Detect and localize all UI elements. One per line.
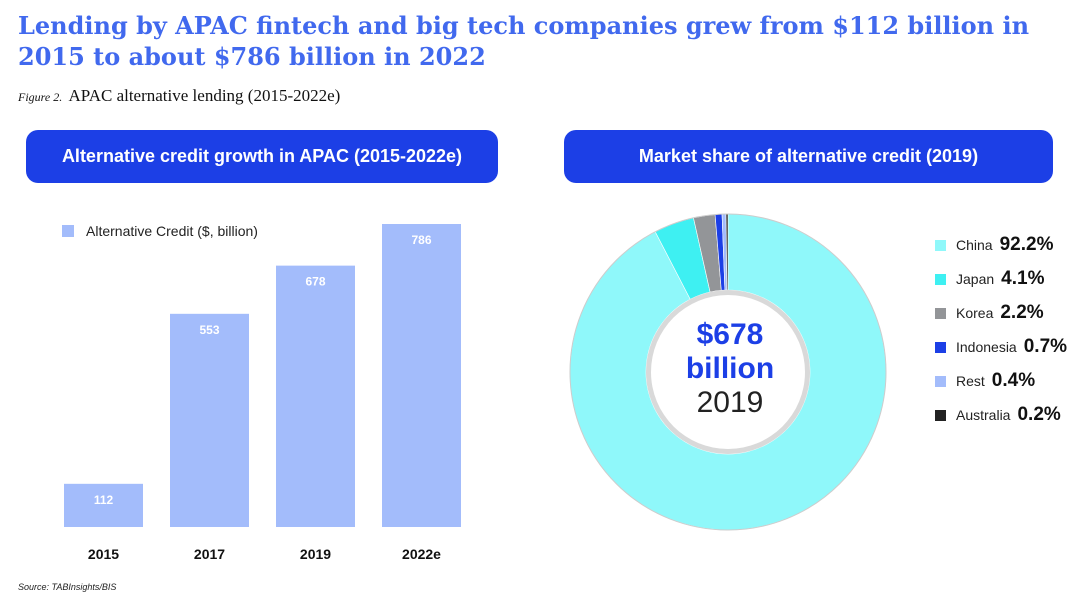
- figure-subtitle: Figure 2. APAC alternative lending (2015…: [18, 86, 340, 106]
- x-tick-label: 2017: [194, 546, 225, 562]
- legend-label: Rest: [956, 373, 985, 389]
- bar-chart-legend: Alternative Credit ($, billion): [62, 223, 258, 239]
- legend-label: Indonesia: [956, 339, 1017, 355]
- legend-value: 4.1%: [1001, 268, 1045, 289]
- legend-swatch: [935, 409, 946, 421]
- headline: Lending by APAC fintech and big tech com…: [18, 11, 1030, 71]
- legend-value: 2.2%: [1000, 302, 1044, 323]
- legend-swatch: [935, 375, 946, 387]
- legend-swatch: [62, 225, 74, 237]
- donut-chart-title: Market share of alternative credit (2019…: [564, 130, 1053, 183]
- x-tick-label: 2015: [88, 546, 119, 562]
- legend-swatch: [935, 341, 946, 353]
- legend-item-japan: Japan 4.1%: [935, 262, 1075, 296]
- bar-value-label: 553: [199, 323, 219, 337]
- legend-swatch: [935, 239, 946, 251]
- legend-value: 92.2%: [999, 234, 1054, 255]
- legend-item-rest: Rest 0.4%: [935, 364, 1075, 398]
- donut-chart: [569, 213, 887, 531]
- donut-center-year: 2019: [696, 386, 764, 419]
- legend-swatch: [935, 307, 946, 319]
- figure-label: Figure 2.: [18, 90, 63, 104]
- legend-value: 0.7%: [1023, 336, 1068, 357]
- donut-outer-ring: [569, 213, 887, 531]
- bar-value-label: 678: [305, 275, 325, 289]
- legend-label: Japan: [956, 271, 995, 287]
- bar-chart-title: Alternative credit growth in APAC (2015-…: [26, 130, 498, 183]
- legend-item-australia: Australia 0.2%: [935, 398, 1075, 432]
- x-tick-label: 2022e: [402, 546, 441, 562]
- donut-chart-legend: China 92.2% Japan 4.1% Korea 2.2% Indonesia 0.7…: [935, 228, 1075, 432]
- bar-value-label: 786: [411, 233, 431, 247]
- legend-value: 0.2%: [1017, 404, 1061, 425]
- figure-title: APAC alternative lending (2015-2022e): [68, 86, 341, 105]
- bar-legend-label: Alternative Credit ($, billion): [86, 223, 258, 239]
- bar-2015: [64, 483, 143, 527]
- bar-2022e: [382, 224, 461, 527]
- bar-chart: 112 2015 553 2017 678 2019 786 2022e: [64, 224, 461, 562]
- legend-value: 0.4%: [991, 370, 1036, 391]
- source-note: Source: TABInsights/BIS: [18, 582, 117, 592]
- donut-center-amount: $678 billion: [685, 318, 775, 385]
- bar-2017: [170, 313, 249, 527]
- legend-item-china: China 92.2%: [935, 228, 1075, 262]
- legend-swatch: [935, 273, 946, 285]
- donut-center-label: $678 billion 2019: [660, 318, 800, 420]
- bar-2019: [276, 265, 355, 527]
- legend-label: China: [956, 237, 993, 253]
- legend-item-korea: Korea 2.2%: [935, 296, 1075, 330]
- donut-hole: [651, 295, 805, 449]
- legend-label: Australia: [956, 407, 1011, 423]
- legend-label: Korea: [956, 305, 994, 321]
- bar-value-label: 112: [94, 493, 114, 507]
- x-tick-label: 2019: [300, 546, 331, 562]
- legend-item-indonesia: Indonesia 0.7%: [935, 330, 1075, 364]
